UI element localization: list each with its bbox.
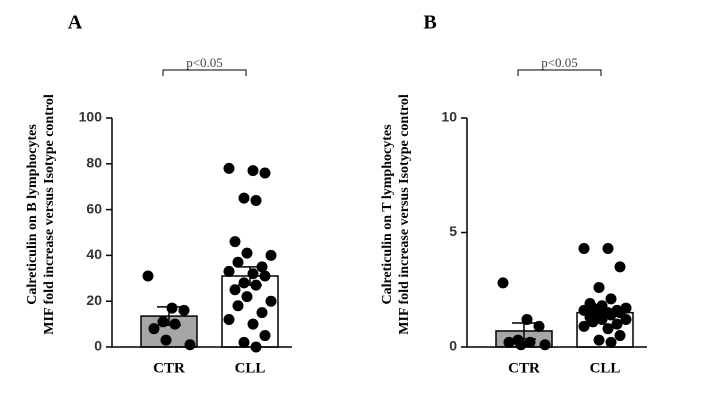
data-point: [241, 247, 253, 259]
data-point: [602, 243, 614, 255]
data-point: [533, 320, 545, 332]
x-tick-label: CTR: [153, 360, 185, 376]
significance-bracket: [162, 69, 247, 76]
x-tick-label: CLL: [235, 360, 266, 376]
data-point: [148, 323, 160, 335]
y-tick-label: 0: [449, 338, 457, 354]
data-point: [593, 334, 605, 346]
data-point: [265, 249, 277, 261]
data-point: [229, 236, 241, 248]
data-point: [184, 339, 196, 351]
data-point: [166, 302, 178, 314]
y-axis-label: Calreticulin on T lymphocytes: [380, 124, 395, 305]
y-tick-label: 100: [79, 109, 103, 125]
y-tick-label: 80: [86, 155, 102, 171]
y-tick-label: 0: [94, 338, 102, 354]
y-axis-label: Calreticulin on B lymphocytes: [25, 124, 40, 305]
data-point: [593, 281, 605, 293]
data-point: [265, 295, 277, 307]
y-tick-label: 40: [86, 246, 102, 262]
data-point: [259, 330, 271, 342]
annotation: p<0.05: [541, 55, 578, 70]
data-point: [247, 268, 259, 280]
significance-bracket: [517, 69, 602, 76]
error-bar: [593, 308, 617, 317]
data-point: [250, 194, 262, 206]
y-axis-label: MIF fold increase versus Isotype control: [397, 94, 412, 335]
error-bar: [512, 322, 536, 340]
data-point: [259, 167, 271, 179]
data-point: [223, 314, 235, 326]
data-point: [238, 277, 250, 289]
data-point: [178, 304, 190, 316]
data-point: [169, 318, 181, 330]
data-point: [605, 309, 617, 321]
data-point: [611, 318, 623, 330]
data-point: [238, 336, 250, 348]
panel-label: B: [423, 12, 436, 34]
data-point: [232, 300, 244, 312]
data-point: [539, 339, 551, 351]
annotation: p<0.05: [186, 55, 223, 70]
data-point: [229, 284, 241, 296]
data-point: [247, 165, 259, 177]
error-bar: [238, 266, 262, 286]
panel-label: A: [68, 12, 83, 34]
x-tick-label: CLL: [590, 360, 621, 376]
y-tick-label: 5: [449, 223, 457, 239]
y-tick-label: 10: [441, 109, 457, 125]
data-point: [256, 307, 268, 319]
y-axis-label: MIF fold increase versus Isotype control: [42, 94, 57, 335]
data-point: [515, 339, 527, 351]
data-point: [620, 314, 632, 326]
data-point: [223, 265, 235, 277]
y-tick-label: 60: [86, 200, 102, 216]
data-point: [602, 323, 614, 335]
data-point: [578, 243, 590, 255]
data-point: [232, 256, 244, 268]
data-point: [605, 336, 617, 348]
error-bar: [157, 306, 181, 326]
data-point: [241, 291, 253, 303]
data-point: [238, 192, 250, 204]
data-point: [497, 277, 509, 289]
x-tick-label: CTR: [508, 360, 540, 376]
data-point: [259, 270, 271, 282]
data-point: [578, 320, 590, 332]
data-point: [142, 270, 154, 282]
data-point: [503, 336, 515, 348]
data-point: [160, 334, 172, 346]
data-point: [223, 162, 235, 174]
data-point: [605, 293, 617, 305]
data-point: [247, 318, 259, 330]
y-tick-label: 20: [86, 292, 102, 308]
data-point: [614, 261, 626, 273]
data-point: [587, 316, 599, 328]
data-point: [614, 330, 626, 342]
